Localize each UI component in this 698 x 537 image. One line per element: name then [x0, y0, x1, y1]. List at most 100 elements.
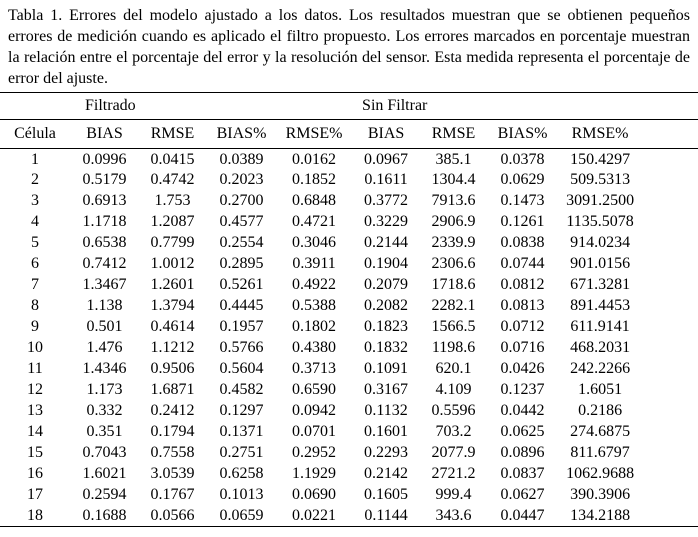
- column-header: BIAS%: [497, 125, 548, 142]
- table-cell: 0.2082: [364, 297, 409, 314]
- table-cell: 0.2412: [150, 402, 195, 419]
- group-header-empty: [0, 93, 70, 120]
- table-cell: 0.0162: [292, 151, 337, 169]
- table-cell: 2339.9: [431, 234, 476, 251]
- table-cell: 1304.4: [431, 171, 476, 188]
- table-cell: 2077.9: [431, 444, 476, 461]
- table-row: 9 0.501 0.4614 0.1957 0.1802 0.1823 1566.5 0.07…: [0, 317, 698, 338]
- table-cell: 390.3906: [570, 486, 631, 503]
- row-spacer-cell: [641, 170, 698, 191]
- table-cell: 0.0744: [500, 255, 545, 272]
- table-cell: 7: [31, 276, 39, 293]
- group-header-sin-filtrar: Sin Filtrar: [362, 97, 428, 114]
- table-cell: 0.0837: [500, 465, 545, 482]
- table-cell: 0.1132: [364, 402, 408, 419]
- row-spacer-cell: [641, 401, 698, 422]
- table-cell: 0.0442: [500, 402, 545, 419]
- table-cell: 0.1091: [364, 360, 409, 377]
- table-row: 11 1.4346 0.9506 0.5604 0.3713 0.1091 620.1 0.0…: [0, 359, 698, 380]
- table-cell: 0.0659: [219, 506, 264, 524]
- table-cell: 0.1261: [500, 213, 545, 230]
- table-cell: 509.5313: [570, 171, 631, 188]
- table-cell: 0.7043: [82, 444, 127, 461]
- table-cell: 0.7412: [82, 255, 127, 272]
- table-cell: 0.4721: [292, 213, 337, 230]
- table-row: 18 0.1688 0.0566 0.0659 0.0221 0.1144 343.6 0.0…: [0, 506, 698, 527]
- table-cell: 0.0415: [150, 151, 195, 169]
- row-spacer-cell: [641, 464, 698, 485]
- table-cell: 7913.6: [431, 192, 476, 209]
- table-cell: 0.3911: [292, 255, 336, 272]
- table-body: 1 0.0996 0.0415 0.0389 0.0162 0.0967 385.1 0.03…: [0, 149, 698, 527]
- table-cell: 0.0838: [500, 234, 545, 251]
- row-spacer-cell: [641, 443, 698, 464]
- table-cell: 0.2554: [219, 234, 264, 251]
- row-spacer-cell: [641, 233, 698, 254]
- table-cell: 1.6871: [150, 381, 195, 398]
- table-cell: 1.753: [154, 192, 191, 209]
- table-cell: 0.0701: [292, 423, 337, 440]
- table-cell: 0.5766: [219, 339, 264, 356]
- table-row: 12 1.173 1.6871 0.4582 0.6590 0.3167 4.109 0.12…: [0, 380, 698, 401]
- table-cell: 0.2186: [578, 402, 623, 419]
- table-cell: 0.6913: [82, 192, 127, 209]
- table-cell: 1.4346: [82, 360, 127, 377]
- row-spacer-cell: [641, 485, 698, 506]
- table-cell: 2906.9: [431, 213, 476, 230]
- paper-page: Tabla 1. Errores del modelo ajustado a l…: [0, 5, 698, 537]
- table-cell: 611.9141: [570, 318, 630, 335]
- table-cell: 0.1144: [364, 506, 408, 524]
- table-cell: 274.6875: [570, 423, 631, 440]
- table-cell: 0.0625: [500, 423, 545, 440]
- table-cell: 17: [27, 486, 43, 503]
- table-cell: 0.4582: [219, 381, 264, 398]
- table-cell: 0.5604: [219, 360, 264, 377]
- column-header: BIAS%: [216, 125, 267, 142]
- table-cell: 0.0566: [150, 506, 195, 524]
- table-cell: 3: [31, 192, 39, 209]
- table-row: 13 0.332 0.2412 0.1297 0.0942 0.1132 0.5596 0.0…: [0, 401, 698, 422]
- table-cell: 0.0690: [292, 486, 337, 503]
- table-caption: Tabla 1. Errores del modelo ajustado a l…: [8, 7, 690, 87]
- table-cell: 2: [31, 171, 39, 188]
- table-cell: 0.1611: [364, 171, 408, 188]
- table-cell: 0.0896: [500, 444, 545, 461]
- column-header: BIAS: [367, 125, 405, 142]
- table-cell: 0.1473: [500, 192, 545, 209]
- table-cell: 4: [31, 213, 39, 230]
- table-cell: 0.6848: [292, 192, 337, 209]
- table-cell: 0.1852: [292, 171, 337, 188]
- column-header: Célula: [14, 125, 56, 142]
- table-cell: 1198.6: [431, 339, 476, 356]
- table-cell: 0.4380: [292, 339, 337, 356]
- table-cell: 4.109: [435, 381, 472, 398]
- table-cell: 0.3713: [292, 360, 337, 377]
- table-cell: 0.0378: [500, 151, 545, 169]
- table-cell: 1135.5078: [566, 213, 634, 230]
- table-cell: 0.332: [86, 402, 123, 419]
- table-cell: 0.1767: [150, 486, 195, 503]
- table-cell: 0.2023: [219, 171, 264, 188]
- table-cell: 0.5261: [219, 276, 264, 293]
- row-spacer-cell: [641, 422, 698, 443]
- row-spacer-cell: [641, 254, 698, 275]
- table-cell: 3091.2500: [566, 192, 635, 209]
- table-cell: 0.2144: [364, 234, 409, 251]
- table-cell: 0.4577: [219, 213, 264, 230]
- table-cell: 0.0629: [500, 171, 545, 188]
- table-cell: 11: [27, 360, 43, 377]
- table-cell: 1.6051: [578, 381, 623, 398]
- table-cell: 0.0813: [500, 297, 545, 314]
- table-cell: 0.0812: [500, 276, 545, 293]
- table-row: 15 0.7043 0.7558 0.2751 0.2952 0.2293 2077.9 0.…: [0, 443, 698, 464]
- table-cell: 0.1605: [364, 486, 409, 503]
- table-cell: 0.351: [86, 423, 123, 440]
- table-cell: 134.2188: [570, 506, 631, 524]
- row-spacer-cell: [641, 191, 698, 212]
- table-row: 4 1.1718 1.2087 0.4577 0.4721 0.3229 2906.9 0.1…: [0, 212, 698, 233]
- table-cell: 0.1802: [292, 318, 337, 335]
- table-cell: 150.4297: [570, 151, 631, 169]
- table-cell: 0.1957: [219, 318, 264, 335]
- row-spacer-cell: [641, 380, 698, 401]
- table-cell: 0.0389: [219, 151, 264, 169]
